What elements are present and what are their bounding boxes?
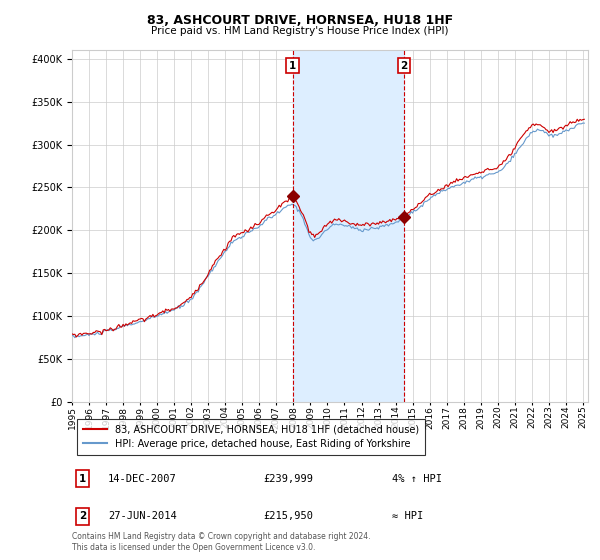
Text: 4% ↑ HPI: 4% ↑ HPI — [392, 474, 442, 484]
Bar — [293, 50, 404, 402]
Text: Contains HM Land Registry data © Crown copyright and database right 2024.: Contains HM Land Registry data © Crown c… — [72, 532, 371, 541]
Text: Price paid vs. HM Land Registry's House Price Index (HPI): Price paid vs. HM Land Registry's House … — [151, 26, 449, 36]
Text: £215,950: £215,950 — [263, 511, 313, 521]
Text: 83, ASHCOURT DRIVE, HORNSEA, HU18 1HF: 83, ASHCOURT DRIVE, HORNSEA, HU18 1HF — [147, 14, 453, 27]
Text: 27-JUN-2014: 27-JUN-2014 — [108, 511, 177, 521]
Legend: 83, ASHCOURT DRIVE, HORNSEA, HU18 1HF (detached house), HPI: Average price, deta: 83, ASHCOURT DRIVE, HORNSEA, HU18 1HF (d… — [77, 418, 425, 455]
Text: 1: 1 — [289, 60, 296, 71]
Text: £239,999: £239,999 — [263, 474, 313, 484]
Text: ≈ HPI: ≈ HPI — [392, 511, 423, 521]
Text: 2: 2 — [79, 511, 86, 521]
Text: 14-DEC-2007: 14-DEC-2007 — [108, 474, 177, 484]
Text: 2: 2 — [400, 60, 407, 71]
Text: This data is licensed under the Open Government Licence v3.0.: This data is licensed under the Open Gov… — [72, 543, 316, 552]
Text: 1: 1 — [79, 474, 86, 484]
